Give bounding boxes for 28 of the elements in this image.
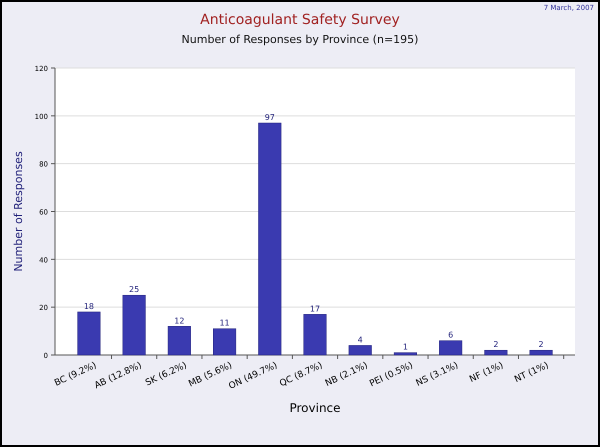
bar — [439, 340, 462, 356]
bar — [394, 352, 417, 356]
bar — [484, 350, 508, 356]
data-label: 25 — [129, 285, 140, 294]
y-axis-title: Number of Responses — [12, 151, 25, 272]
bar — [530, 350, 553, 356]
bar — [168, 326, 191, 356]
data-label: 1 — [402, 342, 408, 352]
data-label: 6 — [448, 330, 454, 340]
x-axis-title: Province — [289, 401, 341, 415]
data-label: 97 — [264, 113, 275, 122]
data-label: 11 — [219, 318, 230, 328]
bar — [303, 314, 327, 356]
bar — [213, 328, 236, 356]
chart-title: Anticoagulant Safety Survey — [200, 12, 400, 28]
data-label: 12 — [174, 316, 184, 326]
x-tick-label: NT (1%) — [513, 360, 550, 386]
bar — [258, 122, 282, 356]
x-tick-label: NF (1%) — [468, 360, 506, 385]
bar — [348, 345, 372, 356]
data-label: 4 — [358, 335, 363, 344]
data-label: 2 — [538, 340, 544, 350]
data-label: 18 — [84, 302, 94, 311]
chart-subtitle: Number of Responses by Province (n=195) — [182, 33, 418, 46]
bar — [122, 294, 146, 356]
data-label: 17 — [310, 304, 320, 314]
data-label: 2 — [493, 340, 498, 350]
bar — [77, 312, 100, 356]
